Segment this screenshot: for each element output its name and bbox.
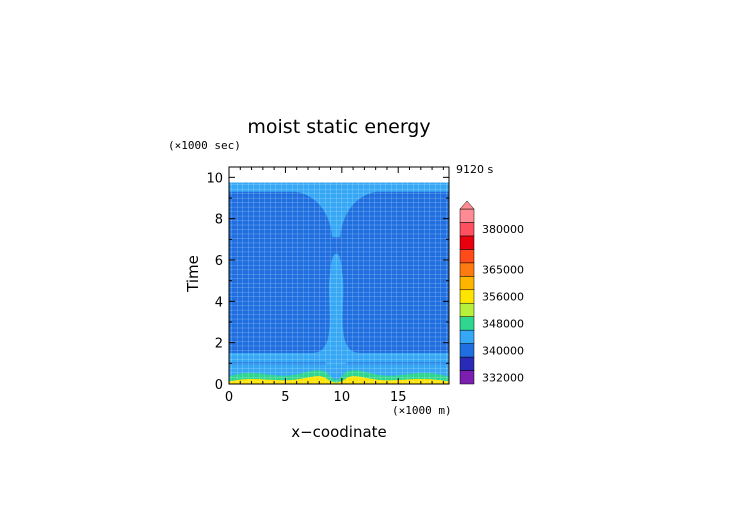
colorbar-label: 348000 bbox=[482, 317, 524, 330]
x-tick-label: 0 bbox=[225, 390, 233, 405]
colorbar-segment bbox=[459, 276, 475, 291]
colorbar-label: 332000 bbox=[482, 371, 524, 384]
plot-frame bbox=[228, 166, 450, 385]
y-tick-label: 10 bbox=[206, 171, 223, 186]
region-dark-blue-strip bbox=[229, 362, 449, 365]
y-unit-label: (×1000 sec) bbox=[168, 139, 241, 152]
time-stamp: 9120 s bbox=[456, 163, 493, 176]
colorbar-segment bbox=[459, 316, 475, 331]
colorbar-segment bbox=[459, 235, 475, 250]
y-axis-label: Time bbox=[184, 255, 202, 293]
x-unit-label: (×1000 m) bbox=[392, 404, 452, 417]
colorbar-segment bbox=[459, 343, 475, 358]
y-tick-label: 4 bbox=[215, 295, 223, 310]
colorbar-segment bbox=[459, 289, 475, 304]
colorbar-overflow-triangle bbox=[459, 200, 475, 210]
y-tick-label: 2 bbox=[215, 337, 223, 352]
x-tick-label: 5 bbox=[281, 390, 289, 405]
x-tick-label: 15 bbox=[390, 390, 407, 405]
region-dark-blue-body bbox=[229, 191, 449, 353]
colorbar-segment bbox=[459, 370, 475, 385]
region-yellow-layer bbox=[229, 376, 449, 384]
y-tick-label: 0 bbox=[215, 378, 223, 393]
colorbar-segment bbox=[459, 222, 475, 237]
y-tick-label: 8 bbox=[215, 213, 223, 228]
colorbar-label: 365000 bbox=[482, 264, 524, 277]
contour-fill-group bbox=[229, 167, 449, 384]
colorbar-label: 356000 bbox=[482, 291, 524, 304]
colorbar-segment bbox=[459, 329, 475, 344]
chart-title: moist static energy bbox=[247, 116, 430, 138]
colorbar-segment bbox=[459, 208, 475, 223]
y-tick-label: 6 bbox=[215, 254, 223, 269]
colorbar-segment bbox=[459, 356, 475, 371]
colorbar-label: 380000 bbox=[482, 223, 524, 236]
x-axis-label: x−coodinate bbox=[291, 423, 387, 441]
x-tick-label: 10 bbox=[334, 390, 351, 405]
colorbar-segment bbox=[459, 249, 475, 264]
colorbar-segment bbox=[459, 302, 475, 317]
colorbar-segment bbox=[459, 262, 475, 277]
colorbar-label: 340000 bbox=[482, 344, 524, 357]
